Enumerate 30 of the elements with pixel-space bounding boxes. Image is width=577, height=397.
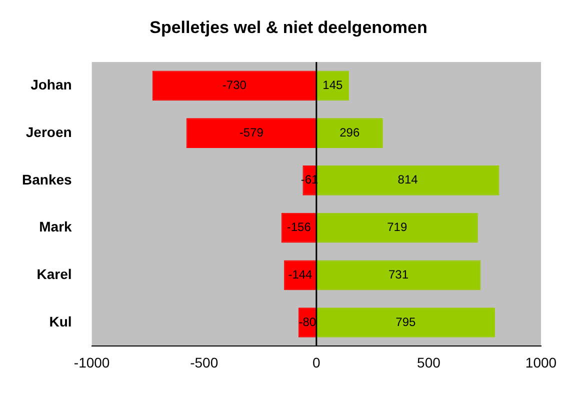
- data-label: -80: [298, 314, 316, 329]
- data-label: 795: [396, 314, 416, 329]
- bar: [316, 212, 478, 243]
- bar: [186, 118, 316, 148]
- y-tick-label: Bankes: [22, 171, 72, 188]
- chart-title: Spelletjes wel & niet deelgenomen: [148, 18, 428, 38]
- x-tick-label: -500: [190, 354, 218, 370]
- bar: [316, 118, 383, 148]
- y-tick-label: Jeroen: [26, 124, 72, 140]
- y-tick-label: Kul: [49, 313, 72, 330]
- x-tick-label: 500: [417, 354, 441, 370]
- data-label: 814: [398, 172, 418, 187]
- data-label: 296: [340, 125, 360, 140]
- y-tick-label: Johan: [30, 76, 72, 93]
- data-label: 145: [322, 78, 344, 92]
- bar: [152, 70, 316, 101]
- data-label: -579: [239, 125, 264, 140]
- data-label: -156: [286, 220, 312, 234]
- x-tick-label: 0: [312, 354, 321, 370]
- data-label: 731: [388, 267, 409, 282]
- data-label: -144: [288, 267, 313, 282]
- x-tick-label: -1000: [74, 354, 110, 370]
- bar: [316, 260, 481, 290]
- y-tick-label: Mark: [39, 218, 72, 235]
- data-label: 719: [387, 220, 408, 234]
- bar: [316, 308, 495, 338]
- x-tick-label: 1000: [525, 354, 557, 370]
- bar: [316, 165, 500, 196]
- data-label: -730: [222, 78, 247, 92]
- y-tick-label: Karel: [36, 266, 72, 282]
